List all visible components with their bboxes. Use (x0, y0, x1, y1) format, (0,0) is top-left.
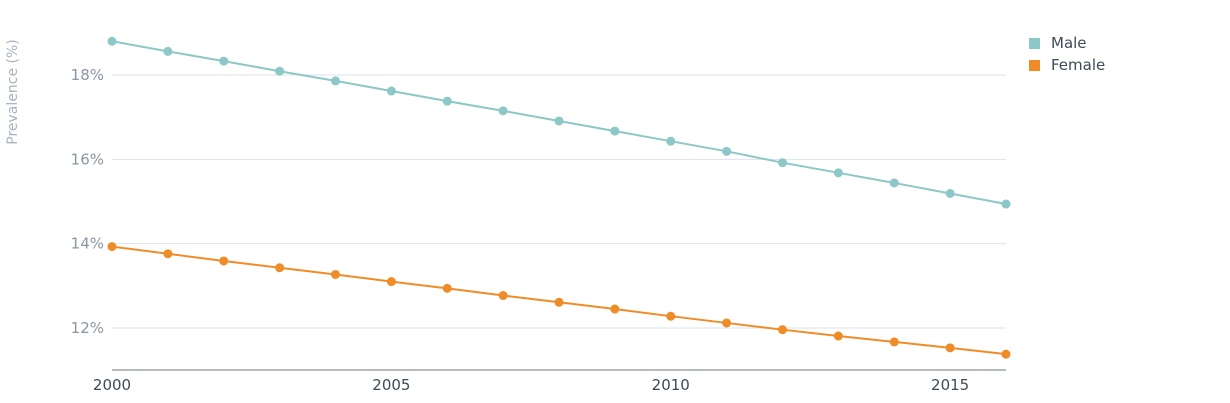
data-point[interactable] (722, 146, 732, 156)
y-tick-label: 16% (71, 150, 104, 168)
x-tick-label: 2015 (931, 376, 969, 394)
data-point[interactable] (442, 96, 452, 106)
series-layer (107, 36, 1011, 359)
y-tick-label: 14% (71, 235, 104, 253)
data-point[interactable] (442, 283, 452, 293)
x-tick-label: 2010 (652, 376, 690, 394)
data-point[interactable] (498, 291, 508, 301)
y-tick-label: 18% (71, 66, 104, 84)
data-point[interactable] (498, 106, 508, 116)
data-point[interactable] (945, 343, 955, 353)
data-point[interactable] (945, 188, 955, 198)
legend-swatch (1029, 38, 1040, 49)
x-tick-label: 2005 (372, 376, 410, 394)
x-tick-label: 2000 (93, 376, 131, 394)
data-point[interactable] (610, 126, 620, 136)
data-point[interactable] (554, 297, 564, 307)
legend-label: Male (1051, 34, 1087, 52)
data-point[interactable] (889, 337, 899, 347)
gridlines: 12% 14% 16% 18% (71, 66, 1006, 337)
data-point[interactable] (833, 168, 843, 178)
data-point[interactable] (163, 46, 173, 56)
legend-label: Female (1051, 56, 1105, 74)
data-point[interactable] (722, 318, 732, 328)
data-point[interactable] (107, 36, 117, 46)
data-point[interactable] (219, 56, 229, 66)
data-point[interactable] (331, 76, 340, 86)
y-axis-label: Prevalence (%) (5, 39, 21, 145)
data-point[interactable] (666, 136, 676, 146)
legend-swatch (1029, 60, 1040, 71)
data-point[interactable] (219, 256, 229, 266)
data-point[interactable] (833, 331, 843, 341)
data-point[interactable] (778, 158, 787, 168)
data-point[interactable] (275, 66, 285, 76)
series-female (107, 242, 1011, 359)
data-point[interactable] (331, 269, 340, 279)
legend-item-male[interactable]: Male (1029, 34, 1087, 52)
data-point[interactable] (163, 249, 173, 259)
data-point[interactable] (386, 86, 396, 96)
legend-item-female[interactable]: Female (1029, 56, 1105, 74)
y-tick-label: 12% (71, 319, 104, 337)
data-point[interactable] (386, 277, 396, 287)
data-point[interactable] (107, 242, 117, 252)
data-point[interactable] (275, 263, 285, 273)
data-point[interactable] (554, 116, 564, 126)
data-point[interactable] (778, 325, 787, 335)
data-point[interactable] (1001, 199, 1011, 209)
data-point[interactable] (889, 178, 899, 188)
series-male (107, 36, 1011, 209)
legend: Male Female (1029, 34, 1105, 74)
data-point[interactable] (610, 304, 620, 314)
data-point[interactable] (1001, 349, 1011, 359)
x-axis: 2000 2005 2010 2015 (93, 369, 1006, 394)
data-point[interactable] (666, 311, 676, 321)
